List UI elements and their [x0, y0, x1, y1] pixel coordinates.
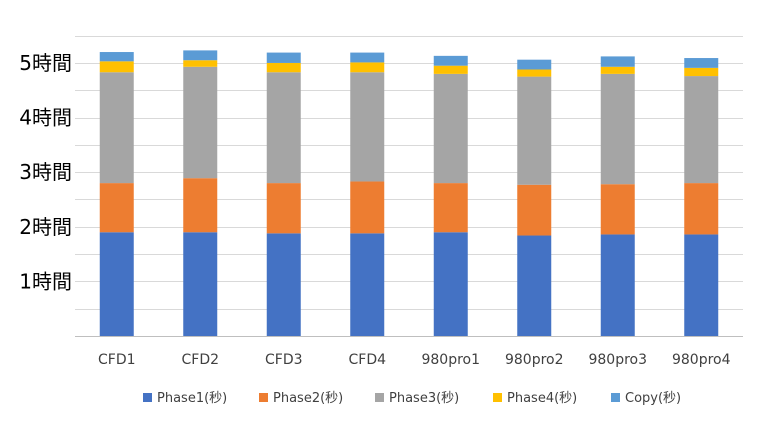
y-tick-label: 3時間: [19, 160, 72, 184]
bar-segment: [350, 233, 385, 336]
bar-segment: [433, 55, 468, 66]
bar-segment: [684, 76, 719, 184]
axes: 1時間 2時間 3時間 4時間 5時間 CFD1 CFD2 CFD3 CFD4 980pro1 98…: [19, 51, 743, 368]
legend: Phase1(秒) Phase2(秒) Phase3(秒) Phase4(秒) Copy…: [143, 391, 681, 406]
legend-swatch: [375, 393, 384, 402]
x-tick-label: CFD4: [348, 352, 386, 368]
bar-segment: [350, 181, 385, 234]
bar-segment: [183, 50, 218, 61]
bar-segment: [183, 178, 218, 233]
y-tick-label: 2時間: [19, 215, 72, 239]
bar-segment: [600, 66, 635, 74]
legend-label: Phase2(秒): [273, 391, 343, 406]
bar-segment: [99, 183, 134, 233]
y-tick-label: 5時間: [19, 51, 72, 75]
bar-segment: [183, 232, 218, 336]
legend-swatch: [143, 393, 152, 402]
bar-segment: [684, 58, 719, 68]
bar-segment: [99, 61, 134, 73]
bar-segment: [517, 59, 552, 70]
bar-segment: [433, 73, 468, 184]
x-tick-label: 980pro1: [421, 352, 480, 368]
bar-segment: [99, 232, 134, 336]
legend-label: Phase1(秒): [157, 391, 227, 406]
bar-segment: [600, 56, 635, 67]
bar-segment: [266, 62, 301, 73]
bar-segment: [517, 184, 552, 236]
bar-segment: [350, 52, 385, 63]
bar-segment: [433, 65, 468, 74]
bar-segment: [600, 184, 635, 235]
bar-segment: [600, 234, 635, 336]
y-tick-label: 4時間: [19, 106, 72, 130]
bar-segment: [99, 52, 134, 62]
x-tick-label: CFD1: [98, 352, 136, 368]
bar-segment: [99, 72, 134, 184]
bar-segment: [684, 67, 719, 77]
legend-label: Copy(秒): [625, 391, 681, 406]
bar-segment: [183, 66, 218, 179]
bar-segment: [266, 52, 301, 63]
gridlines: [75, 36, 743, 310]
x-tick-label: 980pro2: [505, 352, 564, 368]
legend-swatch: [611, 393, 620, 402]
bar-segment: [517, 69, 552, 77]
bars: [99, 50, 719, 336]
legend-swatch: [259, 393, 268, 402]
bar-segment: [183, 60, 218, 67]
bar-segment: [684, 183, 719, 235]
bar-segment: [266, 233, 301, 336]
bar-segment: [266, 72, 301, 184]
legend-swatch: [493, 393, 502, 402]
x-tick-label: 980pro4: [672, 352, 731, 368]
bar-segment: [350, 62, 385, 73]
legend-label: Phase3(秒): [389, 391, 459, 406]
bar-segment: [433, 183, 468, 233]
bar-segment: [684, 234, 719, 336]
bar-segment: [517, 235, 552, 336]
bar-segment: [350, 72, 385, 182]
bar-segment: [517, 76, 552, 185]
legend-label: Phase4(秒): [507, 391, 577, 406]
x-tick-label: CFD2: [181, 352, 219, 368]
bar-segment: [433, 232, 468, 336]
x-tick-label: CFD3: [265, 352, 303, 368]
y-tick-label: 1時間: [19, 269, 72, 293]
bar-segment: [266, 183, 301, 234]
bar-segment: [600, 73, 635, 185]
x-tick-label: 980pro3: [588, 352, 647, 368]
